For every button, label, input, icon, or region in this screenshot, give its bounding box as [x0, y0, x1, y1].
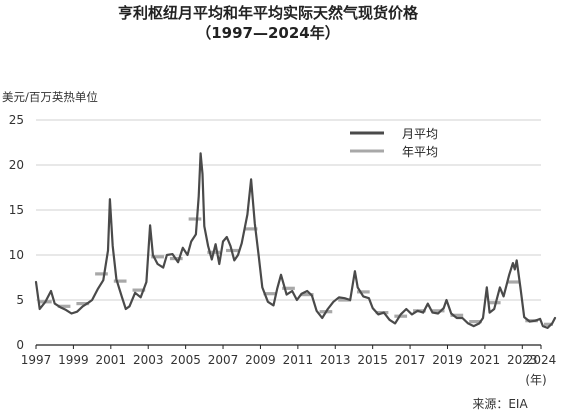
- x-tick-label-2007: 2007: [208, 353, 239, 367]
- source-note: 来源：EIA: [472, 397, 528, 411]
- x-tick-label-2005: 2005: [170, 353, 201, 367]
- y-tick-label-0: 0: [16, 338, 24, 352]
- axes: 0 5 10 15 20 25 1997 1999 2001 2003 2005 2007 2009 20…: [9, 113, 557, 367]
- x-tick-label-1997: 1997: [21, 353, 52, 367]
- chart-subtitle: （1997—2024年）: [196, 24, 340, 42]
- y-tick-label-5: 5: [16, 293, 24, 307]
- y-axis-label: 美元/百万英热单位: [2, 90, 98, 104]
- x-tick-label-2011: 2011: [283, 353, 314, 367]
- y-tick-label-15: 15: [9, 203, 24, 217]
- y-tick-label-10: 10: [9, 248, 24, 262]
- x-tick-label-2019: 2019: [432, 353, 463, 367]
- y-tick-label-20: 20: [9, 158, 24, 172]
- legend: 月平均 年平均: [350, 127, 438, 159]
- monthly-series: [34, 152, 557, 329]
- legend-label-monthly: 月平均: [402, 127, 438, 141]
- x-tick-label-2021: 2021: [470, 353, 501, 367]
- x-tick-label-2017: 2017: [395, 353, 426, 367]
- x-tick-label-2013: 2013: [320, 353, 351, 367]
- x-tick-label-2009: 2009: [245, 353, 276, 367]
- x-tick-label-2015: 2015: [357, 353, 388, 367]
- chart-title: 亨利枢纽月平均和年平均实际天然气现货价格: [118, 4, 419, 22]
- monthly-average-line: [34, 152, 557, 329]
- x-tick-label-1999: 1999: [58, 353, 89, 367]
- x-tick-label-2024: 2024: [526, 353, 557, 367]
- x-axis-unit-label: (年): [525, 373, 546, 387]
- grid-layer: [36, 119, 541, 301]
- legend-label-annual: 年平均: [402, 145, 438, 159]
- y-tick-label-25: 25: [9, 113, 24, 127]
- x-tick-label-2003: 2003: [133, 353, 164, 367]
- x-tick-label-2001: 2001: [96, 353, 127, 367]
- x-tick-label-2023: 2023: [507, 353, 538, 367]
